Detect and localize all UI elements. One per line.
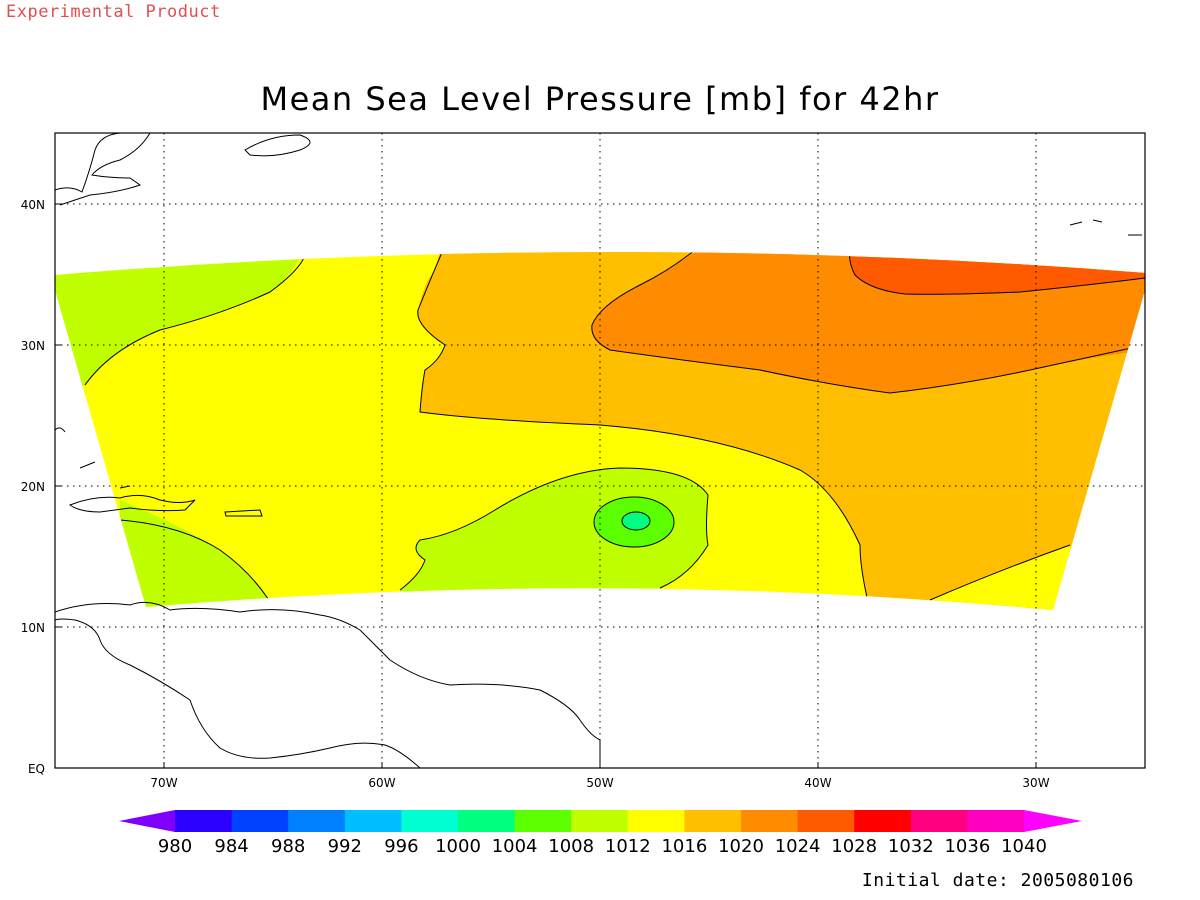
lon-label-60w: 60W	[368, 776, 395, 790]
contour-lines	[84, 251, 1145, 610]
colorbar-swatch	[797, 810, 855, 832]
region-1012-southeast	[930, 545, 1075, 610]
colorbar-swatch	[627, 810, 685, 832]
colorbar-tick-label: 984	[214, 836, 248, 857]
colorbar-tick-label: 1008	[548, 836, 594, 857]
colorbar-tick-label: 1036	[944, 836, 990, 857]
colorbar-swatch	[401, 810, 459, 832]
colorbar-underflow-arrow	[119, 810, 175, 832]
contour-1016-se	[929, 544, 1071, 601]
colorbar-swatch	[571, 810, 629, 832]
contour-1016	[417, 251, 871, 610]
colorbar-swatch	[175, 810, 233, 832]
lat-label-20n: 20N	[21, 480, 45, 494]
colorbar-tick-label: 1004	[492, 836, 538, 857]
colorbar-tick-label: 1000	[435, 836, 481, 857]
experimental-product-label: Experimental Product	[6, 2, 221, 22]
colorbar-tick-label: 988	[271, 836, 305, 857]
colorbar-tick-label: 1012	[605, 836, 651, 857]
colorbar-tick-label: 1040	[1001, 836, 1047, 857]
colorbar	[119, 810, 1082, 832]
coast-nova-scotia	[244, 134, 311, 157]
colorbar-swatch	[741, 810, 799, 832]
initial-date: Initial date: 2005080106	[861, 870, 1134, 891]
lon-labels: 70W 60W 50W 40W 30W	[150, 776, 1049, 790]
region-1008-southwest	[120, 500, 275, 610]
contour-1020	[591, 251, 1145, 394]
colorbar-overflow-arrow	[1024, 810, 1082, 832]
coast-hispaniola	[68, 494, 196, 513]
contour-1004	[621, 511, 651, 531]
lon-label-40w: 40W	[804, 776, 831, 790]
lon-label-70w: 70W	[150, 776, 177, 790]
colorbar-swatch	[231, 810, 289, 832]
coast-northeast-us	[55, 133, 151, 206]
colorbar-swatch	[854, 810, 912, 832]
contour-1012-nw	[84, 254, 306, 386]
coast-puerto-rico	[224, 509, 263, 517]
colorbar-swatch	[967, 810, 1025, 832]
pressure-field	[55, 251, 1145, 610]
colorbar-swatch	[910, 810, 968, 832]
lat-labels: EQ 10N 20N 30N 40N	[21, 198, 45, 776]
region-1000	[622, 512, 650, 530]
region-1008-northwest	[55, 251, 305, 400]
colorbar-swatch	[514, 810, 572, 832]
coast-south-america	[55, 601, 601, 768]
lat-label-10n: 10N	[21, 621, 45, 635]
colorbar-tick-label: 1032	[888, 836, 934, 857]
axis-ticks	[55, 203, 1037, 769]
coastlines	[55, 133, 1142, 768]
contour-1012-sw	[119, 519, 276, 610]
contour-1024	[849, 251, 1145, 295]
colorbar-tick-label: 1020	[718, 836, 764, 857]
colorbar-labels: 980 984 988 992 996 1000 1004 1008 1012 1016 1020 1…	[158, 836, 1047, 857]
map-title: Mean Sea Level Pressure [mb] for 42hr	[260, 80, 940, 118]
lat-label-40n: 40N	[21, 198, 45, 212]
colorbar-tick-label: 992	[328, 836, 362, 857]
lat-label-eq: EQ	[28, 762, 45, 776]
colorbar-tick-label: 996	[384, 836, 418, 857]
lat-label-30n: 30N	[21, 339, 45, 353]
graticule	[55, 133, 1145, 768]
colorbar-swatch	[684, 810, 742, 832]
colorbar-tick-label: 980	[158, 836, 192, 857]
lon-label-30w: 30W	[1022, 776, 1049, 790]
coast-azores	[1069, 219, 1142, 236]
contour-1012-low	[399, 467, 709, 591]
colorbar-tick-label: 1016	[661, 836, 707, 857]
colorbar-tick-label: 1024	[775, 836, 821, 857]
colorbar-tick-label: 1028	[831, 836, 877, 857]
colorbar-swatch	[288, 810, 346, 832]
colorbar-swatch	[458, 810, 516, 832]
colorbar-swatch	[344, 810, 402, 832]
lon-label-50w: 50W	[586, 776, 613, 790]
contour-1008	[593, 496, 675, 548]
